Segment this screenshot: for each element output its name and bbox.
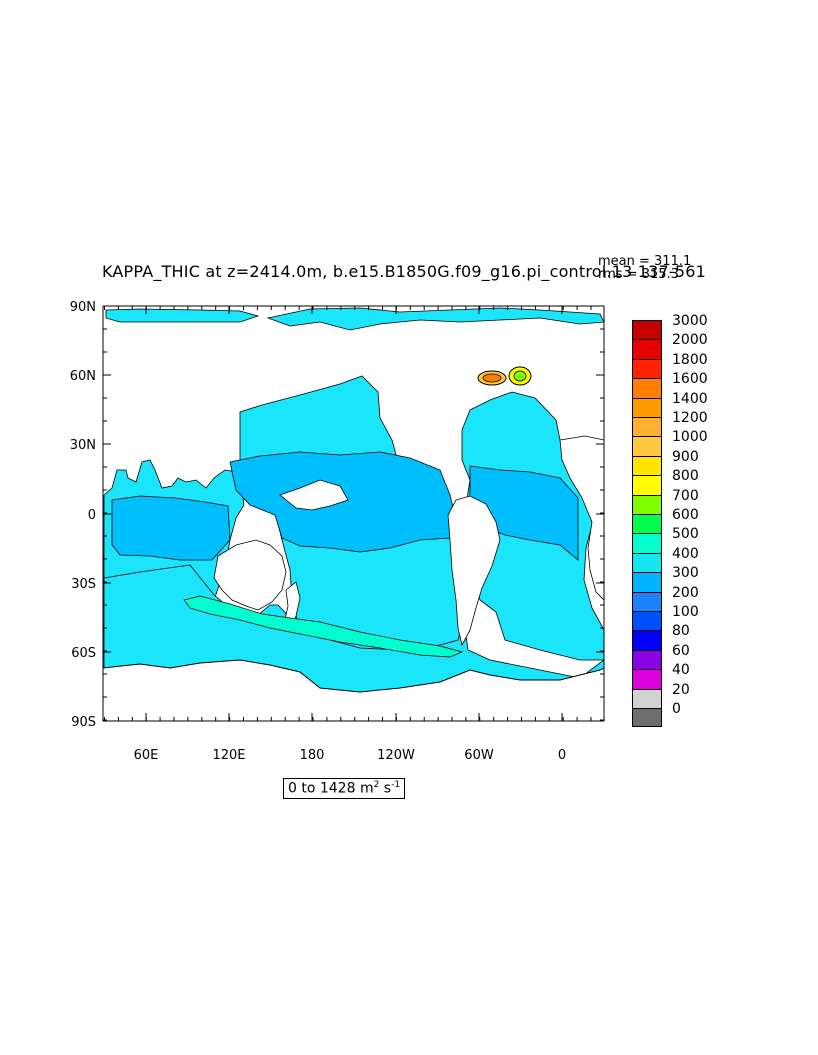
maritime-continent xyxy=(279,479,349,511)
legend-level-label: 500 xyxy=(672,526,699,543)
lat-label: 60N xyxy=(70,369,96,384)
antarctica xyxy=(103,659,604,721)
legend-level-label: 1000 xyxy=(672,429,708,446)
lat-label: 30S xyxy=(71,577,96,592)
legend-swatch xyxy=(632,669,662,689)
legend-swatch xyxy=(632,688,662,708)
legend-swatch xyxy=(632,708,662,728)
arctic-ocean xyxy=(105,308,260,323)
legend-swatch xyxy=(632,339,662,359)
legend-level-label: 1200 xyxy=(672,410,708,426)
lon-label: 60W xyxy=(464,748,494,763)
range-prefix: 0 to 1428 m xyxy=(288,780,374,797)
labrador-sea-hotspot xyxy=(477,366,532,386)
australia xyxy=(213,539,287,611)
lon-label: 120E xyxy=(212,748,245,763)
legend-level-label: 60 xyxy=(672,642,690,659)
legend-swatch xyxy=(632,417,662,437)
lon-label: 0 xyxy=(558,748,566,763)
legend-swatch xyxy=(632,572,662,592)
lat-label: 30N xyxy=(70,438,96,453)
legend-level-label: 1800 xyxy=(672,351,708,368)
legend-swatch xyxy=(632,630,662,650)
lon-label: 120W xyxy=(377,748,415,763)
value-range-box: 0 to 1428 m2 s-1 xyxy=(283,778,406,799)
lat-label: 60S xyxy=(71,646,96,661)
plot-title: KAPPA_THIC at z=2414.0m, b.e15.B1850G.f0… xyxy=(102,262,707,281)
legend-level-label: 2000 xyxy=(672,332,708,349)
legend-level-label: 100 xyxy=(672,604,699,620)
legend-level-label: 600 xyxy=(672,507,699,523)
legend-level-label: 40 xyxy=(672,662,690,679)
legend-swatch xyxy=(632,436,662,456)
minor-ticks xyxy=(103,306,604,721)
legend-level-label: 300 xyxy=(672,565,699,582)
legend-swatch xyxy=(632,475,662,495)
range-exp1: 2 xyxy=(373,780,380,790)
south-america xyxy=(447,495,501,647)
legend-swatch xyxy=(632,320,662,340)
legend-level-label: 200 xyxy=(672,584,699,601)
africa xyxy=(559,435,604,601)
lat-label: 0 xyxy=(88,508,96,523)
legend-level-label: 700 xyxy=(672,487,699,504)
lon-label: 180 xyxy=(300,748,325,763)
legend-level-label: 400 xyxy=(672,545,699,562)
legend-swatch xyxy=(632,397,662,417)
legend-level-label: 1600 xyxy=(672,371,708,388)
legend-swatch xyxy=(632,649,662,670)
lon-label: 60E xyxy=(134,748,159,763)
legend-swatch xyxy=(632,358,662,379)
stats-block: mean = 311.1 rms = 315.3 xyxy=(598,255,691,281)
legend-swatch xyxy=(632,591,662,611)
arctic-ocean-east xyxy=(266,307,604,331)
range-exp2: -1 xyxy=(391,780,401,790)
legend-level-label: 800 xyxy=(672,468,699,485)
acc-high-tongue xyxy=(183,595,464,658)
legend-level-label: 80 xyxy=(672,623,690,640)
legend-level-label: 900 xyxy=(672,448,699,465)
legend-swatch xyxy=(632,378,662,398)
mean-stat: mean = 311.1 xyxy=(598,254,692,269)
legend-swatch xyxy=(632,494,662,514)
legend-level-label: 3000 xyxy=(672,313,708,329)
legend-level-label: 1400 xyxy=(672,390,708,407)
legend-swatch xyxy=(632,455,662,476)
rms-stat: rms = 315.3 xyxy=(598,267,679,282)
range-mid: s xyxy=(379,780,392,797)
map-field xyxy=(103,307,604,721)
legend-level-label: 20 xyxy=(672,681,690,698)
tropical-band-indian xyxy=(111,495,231,561)
legend-level-label: 0 xyxy=(672,701,681,717)
legend-swatch xyxy=(632,533,662,553)
legend-swatch xyxy=(632,552,662,573)
legend-swatch xyxy=(632,514,662,534)
lat-label: 90N xyxy=(70,300,96,315)
lat-label: 90S xyxy=(71,715,96,730)
legend-swatch xyxy=(632,611,662,631)
